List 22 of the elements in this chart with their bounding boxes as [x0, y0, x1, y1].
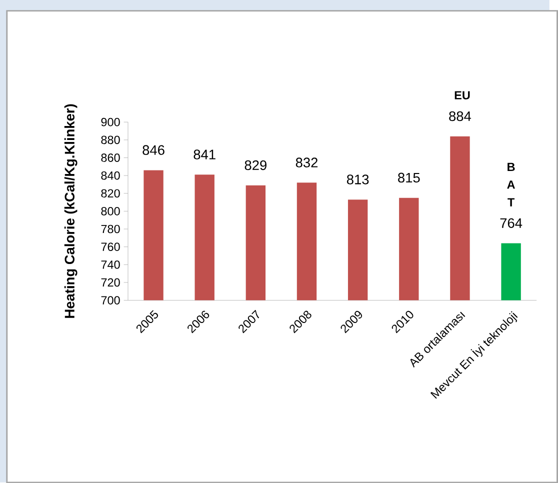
- y-tick-label: 880: [101, 136, 120, 144]
- y-tick-label: 780: [101, 224, 120, 234]
- y-tick-label: 840: [101, 171, 120, 180]
- annotation: B A T: [507, 162, 515, 206]
- y-tick-label: 720: [101, 278, 120, 287]
- y-axis-title: Heating Calorie (kCal/Kg.Klinker): [64, 104, 78, 318]
- data-label: 846: [142, 145, 164, 155]
- y-tick-label: 740: [101, 260, 120, 269]
- y-tick-label: 760: [101, 242, 120, 251]
- data-label: 813: [346, 174, 369, 184]
- data-label: 829: [244, 160, 266, 170]
- y-tick-label: 820: [101, 189, 120, 198]
- data-label: 841: [194, 150, 216, 160]
- data-label: 764: [500, 218, 522, 228]
- y-tick-label: 900: [101, 118, 120, 126]
- text: EU: [454, 91, 470, 100]
- y-tick-label: 700: [101, 296, 120, 304]
- data-label: 884: [449, 111, 472, 121]
- y-tick-label: 860: [101, 153, 120, 162]
- data-label: 815: [398, 172, 420, 182]
- data-label: 832: [296, 158, 318, 168]
- y-tick-label: 800: [101, 206, 120, 216]
